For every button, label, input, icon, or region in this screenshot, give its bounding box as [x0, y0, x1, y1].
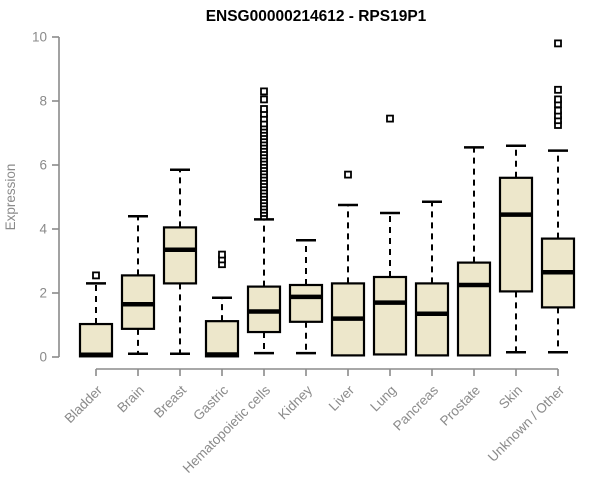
box-lung: [372, 275, 408, 356]
outlier-hematopoietic-cells: [260, 87, 268, 96]
box-gastric: [204, 320, 240, 358]
x-tick-label-brain: Brain: [114, 383, 147, 416]
y-tick-label: 2: [39, 286, 47, 301]
box-skin: [498, 176, 534, 293]
outlier-hematopoietic-cells: [260, 105, 268, 113]
y-tick-label: 8: [39, 94, 47, 109]
x-tick-label-gastric: Gastric: [190, 382, 231, 423]
x-tick-label-bladder: Bladder: [62, 382, 106, 426]
y-tick-label: 6: [39, 158, 47, 173]
y-tick-label: 10: [32, 30, 47, 45]
outlier-hematopoietic-cells: [260, 95, 268, 104]
x-tick-label-liver: Liver: [326, 382, 358, 414]
y-axis-title: Expression: [3, 164, 18, 231]
x-tick-label-unknown-other: Unknown / Other: [485, 382, 568, 465]
box-bladder: [78, 322, 114, 358]
outlier-unknown-other: [554, 106, 562, 115]
x-tick-label-breast: Breast: [151, 382, 189, 420]
box-pancreas: [414, 282, 450, 357]
x-tick-label-lung: Lung: [367, 383, 399, 415]
outlier-unknown-other: [554, 95, 562, 104]
y-tick-label: 4: [39, 222, 47, 237]
x-tick-label-prostate: Prostate: [437, 383, 483, 429]
x-tick-label-skin: Skin: [496, 383, 525, 412]
box-prostate: [456, 261, 492, 357]
box-kidney: [288, 283, 324, 323]
chart-title: ENSG00000214612 - RPS19P1: [206, 8, 427, 25]
y-tick-label: 0: [39, 350, 47, 365]
box-breast: [162, 226, 198, 285]
outlier-bladder: [92, 271, 100, 280]
outlier-unknown-other: [554, 39, 562, 48]
outlier-liver: [344, 170, 352, 179]
outlier-lung: [386, 114, 394, 123]
x-tick-label-pancreas: Pancreas: [390, 382, 441, 433]
outlier-gastric: [218, 250, 226, 259]
outlier-unknown-other: [554, 85, 562, 94]
x-tick-label-kidney: Kidney: [275, 382, 315, 422]
